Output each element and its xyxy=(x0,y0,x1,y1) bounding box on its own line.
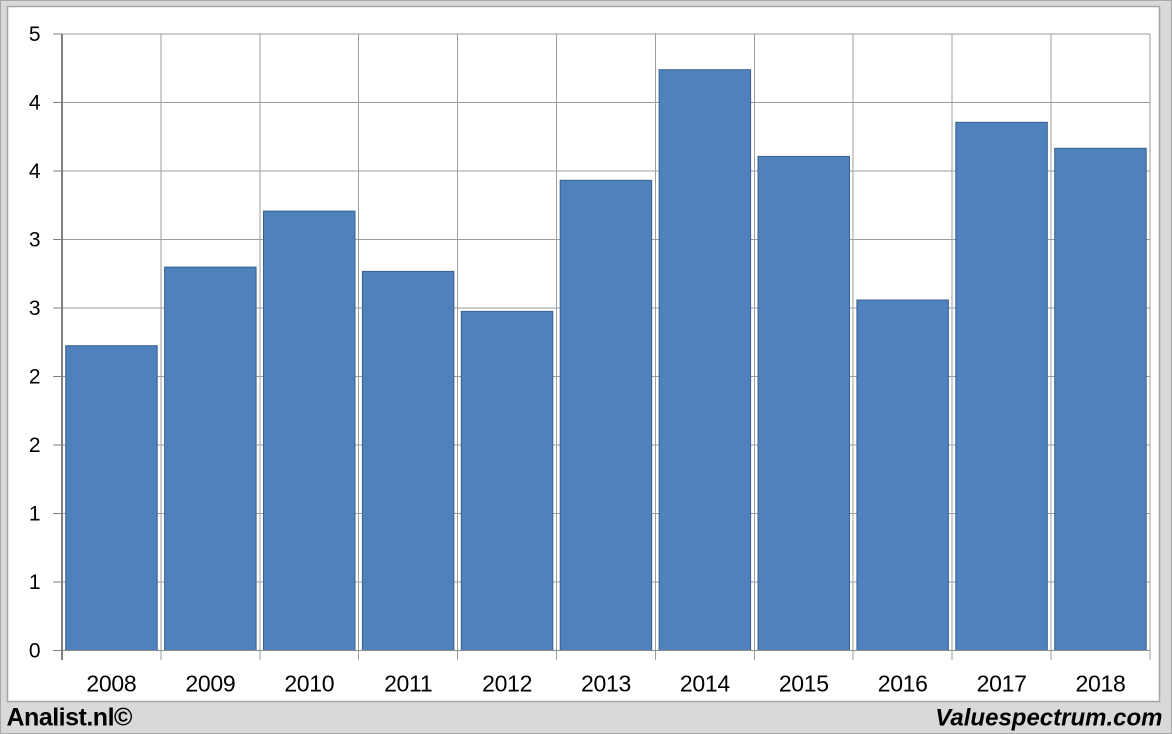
svg-text:2011: 2011 xyxy=(384,671,432,697)
svg-text:Analist.nl©: Analist.nl© xyxy=(7,704,134,732)
svg-text:3: 3 xyxy=(29,297,41,320)
svg-text:2010: 2010 xyxy=(284,671,334,697)
svg-text:2018: 2018 xyxy=(1076,671,1126,697)
svg-text:2012: 2012 xyxy=(482,671,532,697)
svg-text:5: 5 xyxy=(29,23,41,46)
svg-text:4: 4 xyxy=(29,160,41,183)
svg-text:2: 2 xyxy=(29,366,41,389)
svg-text:2: 2 xyxy=(29,434,41,457)
svg-text:2017: 2017 xyxy=(977,671,1027,697)
svg-text:2016: 2016 xyxy=(878,671,928,697)
svg-text:2008: 2008 xyxy=(86,671,136,697)
svg-text:4: 4 xyxy=(29,92,41,115)
svg-text:1: 1 xyxy=(29,571,41,594)
svg-text:1: 1 xyxy=(29,503,41,526)
svg-text:3: 3 xyxy=(29,229,41,252)
svg-text:0: 0 xyxy=(29,640,41,663)
svg-text:2009: 2009 xyxy=(185,671,235,697)
svg-text:2013: 2013 xyxy=(581,671,631,697)
svg-text:Valuespectrum.com: Valuespectrum.com xyxy=(935,705,1162,732)
svg-text:2015: 2015 xyxy=(779,671,829,697)
svg-text:2014: 2014 xyxy=(680,671,730,697)
